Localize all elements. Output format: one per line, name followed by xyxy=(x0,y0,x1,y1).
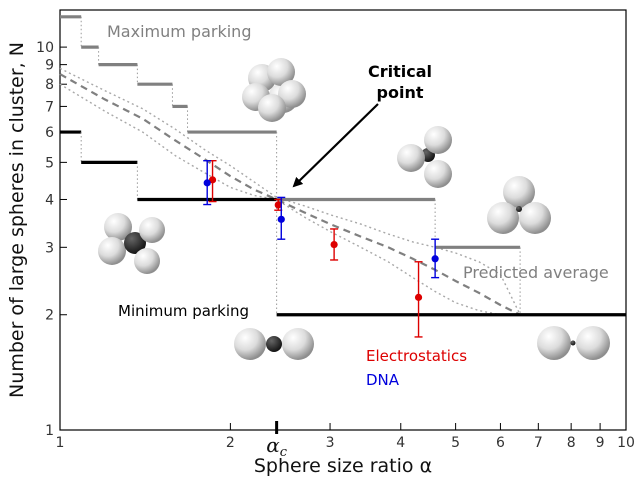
sphere xyxy=(139,217,165,243)
y-tick-label: 10 xyxy=(36,40,54,56)
small-sphere xyxy=(266,336,282,352)
x-tick-label: 3 xyxy=(326,435,335,451)
y-tick-label: 2 xyxy=(45,308,54,324)
y-axis-label: Number of large spheres in cluster, N xyxy=(6,42,28,398)
cluster-3-sphere-illustration xyxy=(487,176,551,234)
small-sphere xyxy=(570,340,576,346)
y-tick-label: 3 xyxy=(45,240,54,256)
predicted-average-layer xyxy=(59,67,521,316)
dna-point xyxy=(431,255,439,263)
critical-point-arrow xyxy=(292,103,379,188)
small-sphere xyxy=(124,232,146,254)
x-tick-label: 4 xyxy=(396,435,405,451)
y-tick-label: 9 xyxy=(45,58,54,74)
legend-dna: DNA xyxy=(366,371,400,389)
critical-point-label-line1: Critical xyxy=(368,62,432,81)
y-tick-label: 8 xyxy=(45,77,54,93)
x-tick-label: 6 xyxy=(496,435,505,451)
sphere xyxy=(267,58,295,86)
sphere xyxy=(282,328,314,360)
sphere xyxy=(258,94,286,122)
electrostatics-point xyxy=(414,293,423,301)
electrostatics-point xyxy=(208,176,217,184)
cluster-6-sphere-illustration xyxy=(242,58,306,122)
dna-point xyxy=(277,215,285,223)
sphere xyxy=(503,176,535,208)
cluster-2-small-core-illustration xyxy=(537,326,610,360)
y-tick-label: 5 xyxy=(45,155,54,171)
sphere xyxy=(278,80,306,108)
legend-electrostatics: Electrostatics xyxy=(366,347,467,365)
critical-point-label-line2: point xyxy=(377,83,424,102)
predicted-average-label: Predicted average xyxy=(463,263,609,282)
sphere xyxy=(104,213,132,241)
predicted-average-upper-bound xyxy=(59,67,521,316)
sphere xyxy=(576,326,610,360)
sphere xyxy=(537,326,571,360)
electrostatics-point xyxy=(330,240,338,249)
minimum-parking-label: Minimum parking xyxy=(118,302,249,320)
y-tick-label: 4 xyxy=(45,192,54,208)
sphere xyxy=(98,237,126,265)
electrostatics-point xyxy=(274,201,282,209)
plot-frame xyxy=(59,9,627,431)
x-tick-label: 2 xyxy=(226,435,235,451)
sphere xyxy=(424,126,452,154)
dna-point xyxy=(203,179,211,187)
sphere xyxy=(519,202,551,234)
x-axis-label: Sphere size ratio α xyxy=(254,455,432,477)
x-tick-label: 1 xyxy=(56,435,65,451)
sphere xyxy=(234,328,266,360)
sphere xyxy=(397,144,425,172)
predicted-average-line xyxy=(59,73,521,316)
maximum-parking-label: Maximum parking xyxy=(107,22,251,41)
sphere xyxy=(134,248,160,274)
cluster-4-large-core-illustration xyxy=(98,213,165,274)
data-points-layer xyxy=(203,160,440,338)
y-tick-label: 6 xyxy=(45,125,54,141)
x-tick-label: 5 xyxy=(451,435,460,451)
y-tick-label: 1 xyxy=(45,423,54,439)
cluster-2-large-core-illustration xyxy=(234,328,314,360)
sphere xyxy=(487,202,519,234)
x-tick-label: 9 xyxy=(596,435,605,451)
x-tick-label: 10 xyxy=(617,435,635,451)
cluster-4-sphere-illustration xyxy=(397,126,452,188)
y-tick-label: 7 xyxy=(45,99,54,115)
x-tick-label: 8 xyxy=(567,435,576,451)
small-sphere xyxy=(516,206,522,212)
x-tick-label: 7 xyxy=(534,435,543,451)
sphere xyxy=(424,160,452,188)
